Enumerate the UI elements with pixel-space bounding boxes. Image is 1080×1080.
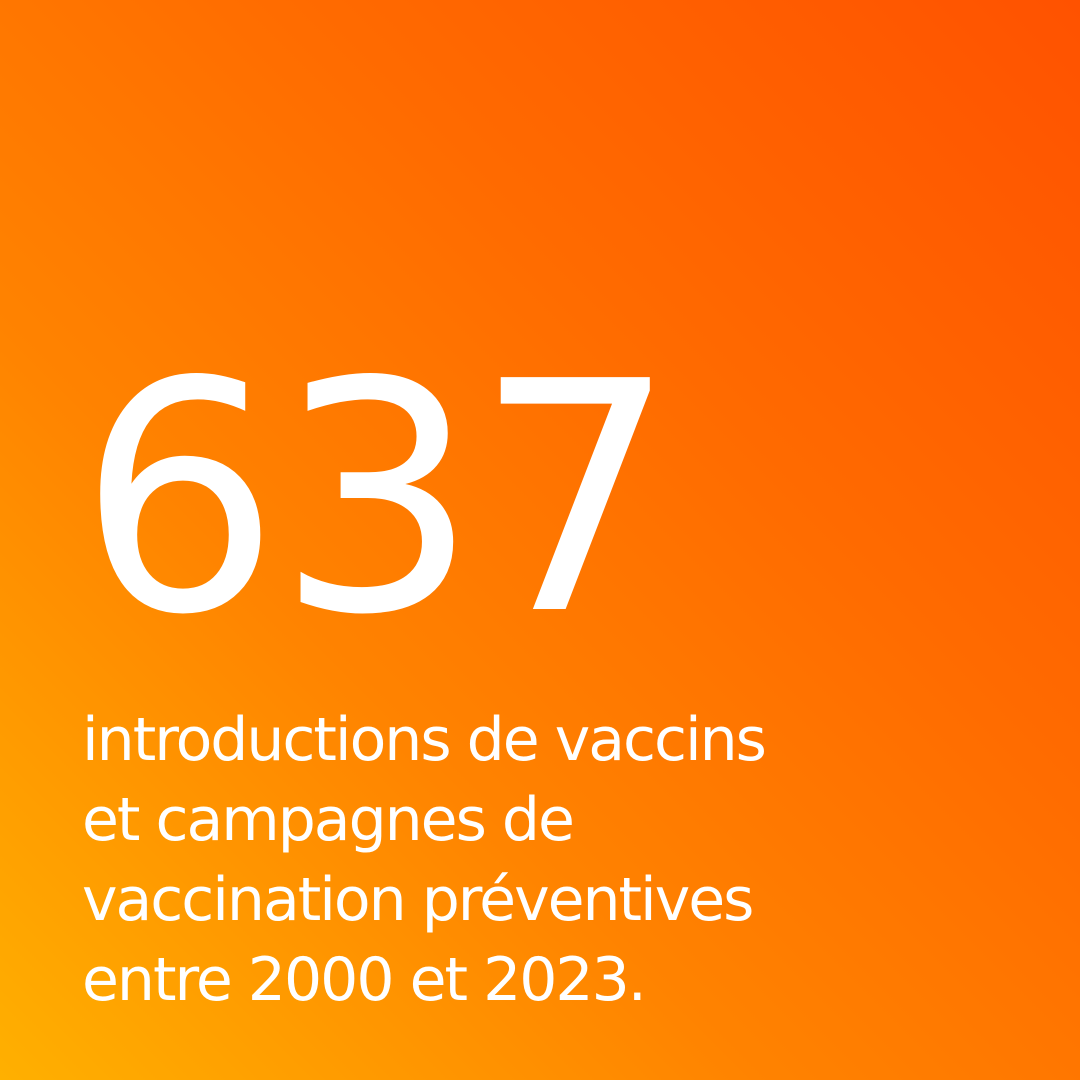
stat-description: introductions de vaccins et campagnes de… — [82, 700, 767, 1020]
stat-value: 637 — [78, 314, 677, 684]
description-line: et campagnes de — [82, 785, 575, 855]
description-line: entre 2000 et 2023. — [82, 945, 647, 1015]
description-line: introductions de vaccins — [82, 705, 767, 775]
description-line: vaccination préventives — [82, 865, 754, 935]
